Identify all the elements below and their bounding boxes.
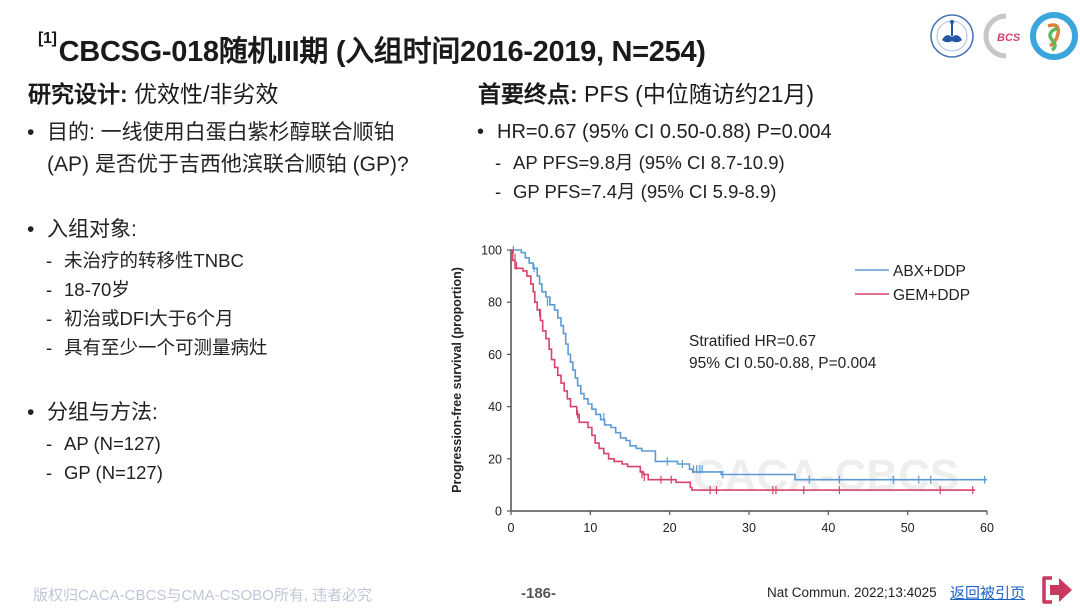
result-item: - GP PFS=7.4月 (95% CI 5.9-8.9) — [495, 181, 777, 202]
csobo-logo — [1030, 12, 1078, 60]
title-text: CBCSG-018随机III期 (入组时间2016-2019, N=254) — [58, 36, 706, 68]
y-axis-label: Progression-free survival (proportion) — [450, 267, 464, 493]
legend-label-abx: ABX+DDP — [893, 263, 966, 280]
enrollment-block: • 入组对象: - 未治疗的转移性TNBC -18-70岁 - 初治或DFI大于6个月… — [27, 214, 268, 362]
citation: Nat Commun. 2022;13:4025 — [767, 585, 937, 600]
enrollment-item: -18-70岁 — [46, 279, 130, 300]
bullet-icon: • — [477, 121, 485, 143]
exit-arrow-icon[interactable] — [1040, 574, 1074, 606]
copyright-notice: 版权归CACA-CBCS与CMA-CSOBO所有, 违者必究 — [33, 587, 373, 604]
x-tick-label: 60 — [980, 521, 994, 535]
chart-axes: 0 20 40 60 80 100 0 10 20 30 40 50 60 — [481, 244, 994, 536]
page-number: -186- — [521, 585, 557, 602]
slide-title: [1]CBCSG-018随机III期 (入组时间2016-2019, N=254… — [38, 28, 706, 70]
purpose-line-2: (AP) 是否优于吉西他滨联合顺铂 (GP)? — [47, 153, 409, 176]
grouping-block: • 分组与方法: - AP (N=127) - GP (N=127) — [27, 397, 163, 487]
study-design-heading: 研究设计: 优效性/非劣效 — [28, 75, 278, 109]
title-reference: [1] — [38, 30, 57, 47]
x-tick-label: 50 — [901, 521, 915, 535]
primary-endpoint-heading: 首要终点: PFS (中位随访约21月) — [478, 75, 814, 109]
x-tick-label: 0 — [508, 521, 515, 535]
y-tick-label: 20 — [488, 452, 502, 466]
caca-logo — [930, 14, 974, 58]
watermark-text: CACA-CBCS — [693, 451, 959, 500]
x-tick-label: 10 — [583, 521, 597, 535]
back-to-citing-page-link[interactable]: 返回被引页 — [950, 585, 1026, 602]
study-design-label: 研究设计: — [28, 81, 128, 107]
purpose-line-1: • 目的: 一线使用白蛋白紫杉醇联合顺铂 — [27, 117, 409, 149]
primary-endpoint-value: PFS (中位随访约21月) — [577, 81, 815, 107]
logo-group: BCS — [928, 10, 1078, 62]
study-design-value: 优效性/非劣效 — [127, 81, 279, 107]
grouping-item: - AP (N=127) — [46, 433, 161, 454]
bcs-logo: BCS — [983, 13, 1021, 59]
grouping-item: - GP (N=127) — [46, 462, 163, 483]
enrollment-item: - 具有至少一个可测量病灶 — [46, 337, 268, 358]
purpose-block: • 目的: 一线使用白蛋白紫杉醇联合顺铂 (AP) 是否优于吉西他滨联合顺铂 (G… — [27, 117, 409, 181]
enrollment-item: - 初治或DFI大于6个月 — [46, 308, 234, 329]
chart-curves — [511, 246, 987, 495]
grouping-label: • 分组与方法: — [27, 397, 163, 429]
x-tick-label: 20 — [663, 521, 677, 535]
km-curve-abx — [511, 249, 987, 481]
bullet-icon: • — [27, 121, 35, 144]
x-tick-label: 30 — [742, 521, 756, 535]
y-tick-label: 100 — [481, 244, 502, 258]
y-tick-label: 80 — [488, 296, 502, 310]
km-curve-gem — [511, 249, 976, 491]
enrollment-label: • 入组对象: — [27, 214, 268, 246]
x-tick-label: 40 — [821, 521, 835, 535]
enrollment-item: - 未治疗的转移性TNBC — [46, 250, 244, 271]
bullet-icon: • — [27, 218, 35, 241]
y-tick-label: 0 — [495, 505, 502, 519]
primary-endpoint-label: 首要终点: — [478, 81, 578, 107]
bullet-icon: • — [27, 401, 35, 424]
hr-line: • HR=0.67 (95% CI 0.50-0.88) P=0.004 — [477, 116, 832, 148]
hr-annotation-line-1: Stratified HR=0.67 — [689, 333, 816, 350]
legend-label-gem: GEM+DDP — [893, 287, 970, 304]
hr-annotation-line-2: 95% CI 0.50-0.88, P=0.004 — [689, 355, 877, 372]
result-item: - AP PFS=9.8月 (95% CI 8.7-10.9) — [495, 152, 785, 173]
y-tick-label: 40 — [488, 400, 502, 414]
results-block: • HR=0.67 (95% CI 0.50-0.88) P=0.004 - AP … — [477, 116, 832, 206]
svg-text:BCS: BCS — [997, 32, 1021, 44]
y-tick-label: 60 — [488, 348, 502, 362]
chart-legend: ABX+DDP GEM+DDP — [855, 263, 970, 304]
